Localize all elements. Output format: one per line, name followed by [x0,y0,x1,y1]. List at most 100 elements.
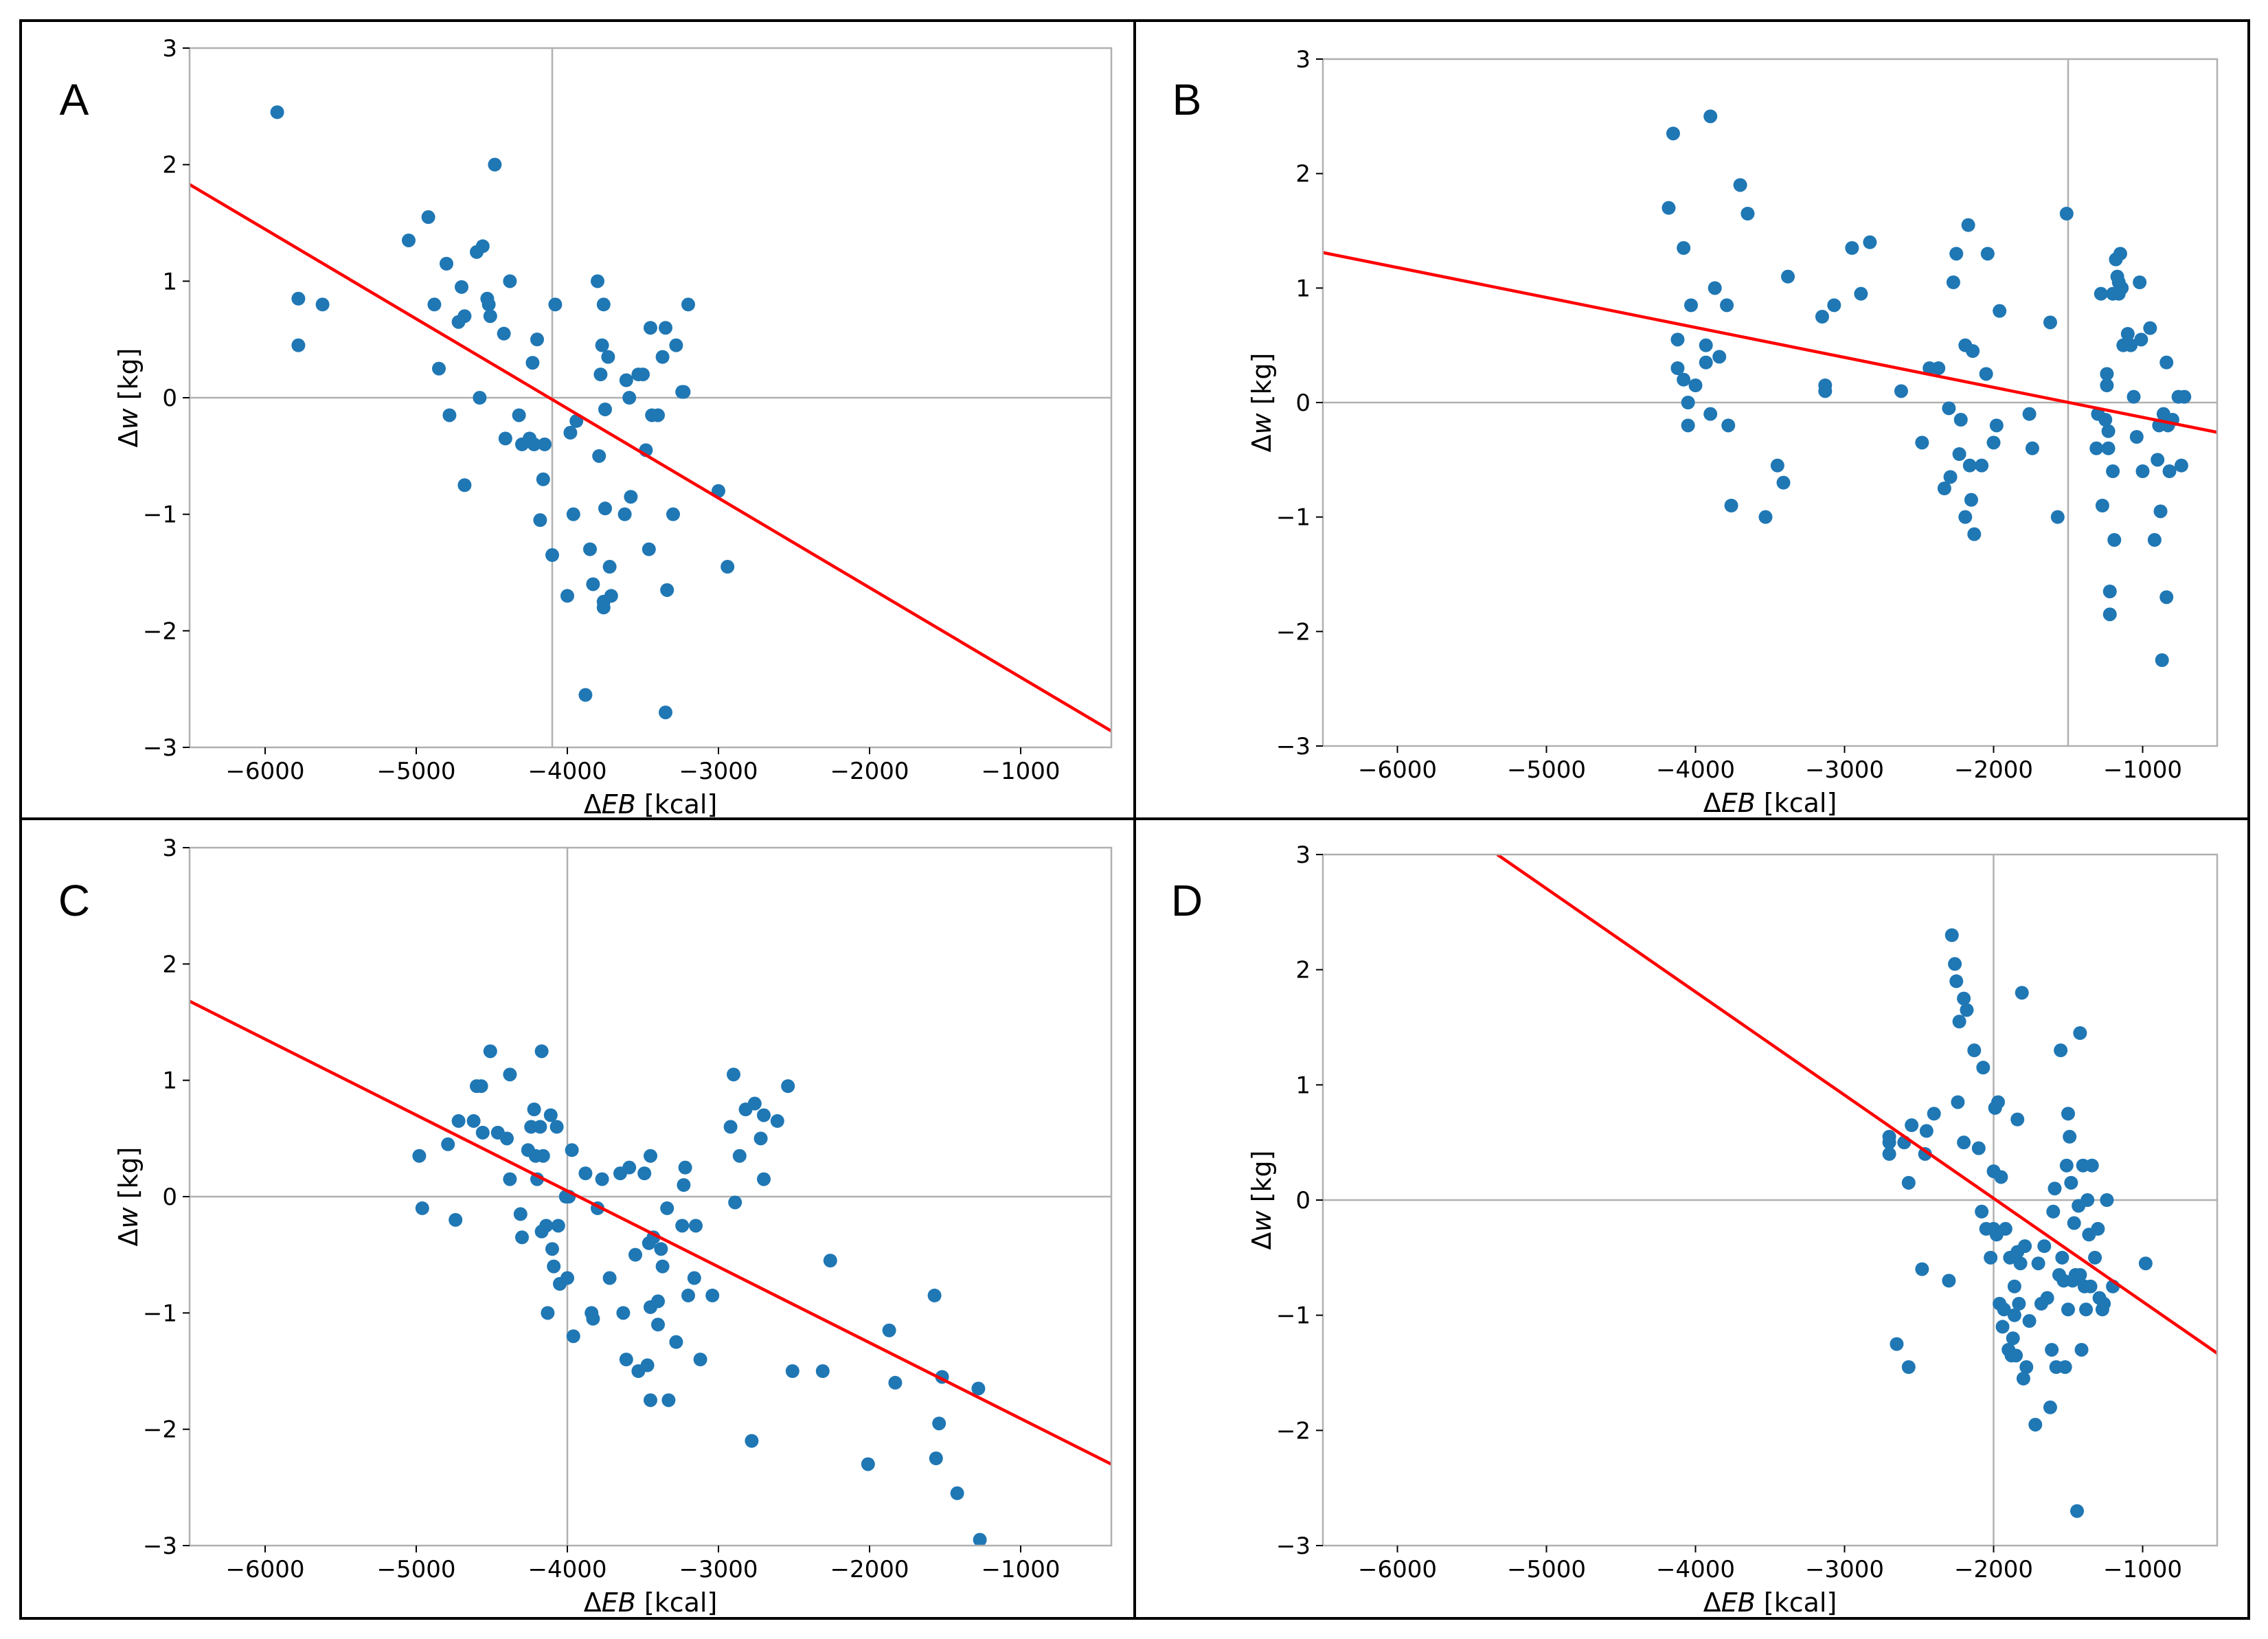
data-point [1944,928,1959,942]
x-tick-label: −5000 [1507,756,1586,784]
data-point [591,274,604,289]
data-point [1943,470,1958,484]
data-point [291,338,306,352]
data-point [2050,510,2065,524]
data-point [651,1318,665,1332]
data-point [1919,1124,1934,1138]
x-axis-title-variable: EB [602,1587,636,1618]
data-point [1931,361,1946,375]
data-point [1953,413,1968,427]
data-point [745,1434,759,1448]
data-point [1712,350,1727,364]
y-tick-label: 0 [1295,1187,1311,1214]
data-point [655,1259,670,1274]
x-tick-label: −3000 [1805,1556,1884,1583]
data-point [2174,458,2188,473]
data-point [1815,310,1829,324]
data-point [547,1259,561,1274]
data-point [642,542,656,556]
data-point [2177,389,2192,404]
y-tick-label: −1 [1276,504,1311,532]
data-point [1662,201,1676,215]
data-point [270,105,284,120]
x-tick-label: −2000 [830,758,909,785]
data-point [1967,527,1982,541]
data-point [721,560,735,574]
data-point [757,1172,771,1186]
data-point [1980,247,1995,261]
data-point [2055,1250,2069,1265]
regression-line [1323,251,2217,434]
data-point [2155,653,2169,667]
data-point [1997,1302,2011,1317]
y-tick-label: −3 [143,734,177,762]
data-point [2100,367,2114,381]
data-point [503,274,517,289]
x-tick-label: −4000 [1656,756,1735,784]
y-tick-label: 3 [1295,841,1311,869]
data-point [1708,281,1722,295]
data-point [660,583,674,597]
y-axis-title-prefix: Δ [1247,434,1277,452]
x-tick-label: −3000 [679,758,758,785]
data-point [2100,1193,2114,1207]
data-point [728,1195,742,1210]
data-point [2040,1291,2054,1305]
y-tick-label: −2 [143,618,177,645]
y-tick-label: 2 [1295,161,1311,188]
data-point [2043,1400,2057,1414]
x-axis-title: ΔEB [kcal] [1703,788,1837,818]
data-point [2022,1314,2037,1329]
data-point [677,385,691,399]
panel-frames [19,19,2250,1620]
y-tick-label: 1 [1295,275,1311,302]
data-point [619,373,633,387]
data-point [2115,281,2129,295]
data-point [705,1288,720,1302]
data-point [622,391,637,405]
data-point [1854,286,1868,301]
y-axis-title-prefix: Δ [113,429,144,447]
data-point [2025,441,2039,455]
y-tick-label: 3 [162,835,177,862]
data-point [1740,207,1755,221]
data-point [2127,389,2141,404]
y-axis-title-unit: [kg] [113,348,144,409]
data-point [677,1178,691,1192]
y-tick-label: −2 [143,1416,177,1444]
data-point [533,513,547,528]
data-point [1670,332,1685,347]
data-point [543,1108,558,1122]
y-tick-label: 3 [1295,46,1311,74]
data-point [560,1271,574,1285]
data-point [1989,418,2004,433]
data-point [2133,275,2147,289]
data-point [2009,1348,2023,1363]
data-point [659,321,672,335]
x-axis-title-variable: EB [1721,788,1756,818]
data-point [1699,355,1713,370]
x-tick-label: −3000 [679,1556,758,1583]
panel-c: C −6000 −5000 −4000 −3000 −2000 −1000 −3 −2 −1 0 1 2… [58,835,1113,1618]
y-axis-title-prefix: Δ [113,1228,144,1246]
data-point [888,1375,903,1390]
data-point [315,297,330,312]
y-tick-label: −2 [1276,618,1311,646]
x-tick-label: −1000 [2103,756,2182,784]
data-point [1979,367,1993,381]
data-point [1781,269,1795,284]
x-tick-label: −6000 [225,758,304,785]
x-axis-title-prefix: Δ [1703,1587,1721,1618]
data-point [2147,533,2162,547]
data-point [2094,286,2108,301]
data-point [1901,1360,1916,1375]
data-point [415,1201,429,1215]
data-point [578,688,593,702]
data-point [654,1242,668,1256]
data-point [2063,1129,2077,1144]
data-point [1958,510,1973,524]
data-point [1952,447,1966,461]
x-axis-title-prefix: Δ [584,789,602,820]
data-point [689,1219,703,1233]
data-point [624,490,638,504]
